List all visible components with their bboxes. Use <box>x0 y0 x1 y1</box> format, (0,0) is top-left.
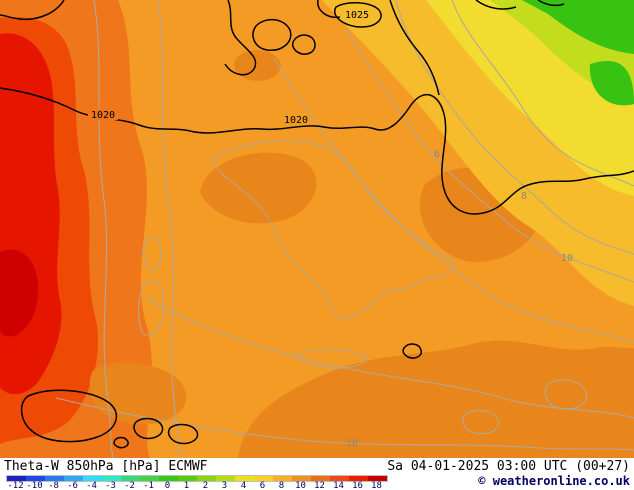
weather-map: 6 8 10 10 1025 1020 1020 <box>0 0 634 458</box>
pressure-label: 1020 <box>91 110 115 121</box>
pressure-contours <box>0 0 634 449</box>
isobar-loop <box>252 18 292 51</box>
color-region-dark-orange-bottomleft <box>89 363 187 425</box>
colorbar-segment <box>64 476 83 481</box>
colorbar-segment <box>216 476 235 481</box>
isobar-topleft <box>0 0 65 21</box>
thetaw-contour <box>345 27 634 283</box>
thetaw-contour <box>157 0 182 458</box>
thetaw-contour <box>55 397 634 451</box>
colorbar-ticks: -12 -10 -8 -6 -4 -3 -2 -1 0 1 2 3 4 6 8 10 12 14 16 18 <box>6 482 388 490</box>
colorbar-segment <box>26 476 45 481</box>
colorbar-segment <box>292 476 311 481</box>
colorbar-tick: -2 <box>124 481 135 490</box>
isobar-bottomleft-loop <box>167 423 199 445</box>
colorbar-tick: 10 <box>295 481 306 490</box>
color-region-dark-orange-center <box>200 152 317 224</box>
colorbar-segment <box>235 476 254 481</box>
colorbar-tick: 3 <box>221 481 228 490</box>
thetaw-label: 10 <box>346 438 358 449</box>
colorbar-segment <box>121 476 140 481</box>
colorbar-segment <box>102 476 121 481</box>
colorbar-tick: 4 <box>240 481 247 490</box>
colorbar-segment <box>368 476 387 481</box>
thetaw-label: 6 <box>434 149 440 160</box>
thetaw-contour-loop <box>462 410 499 435</box>
colorbar-tick: 2 <box>202 481 209 490</box>
colorbar-tick: 8 <box>278 481 285 490</box>
colorbar-tick: -3 <box>105 481 116 490</box>
color-region-green <box>522 0 634 54</box>
color-region-dark-red <box>0 249 39 337</box>
colorbar-segment <box>178 476 197 481</box>
colorbar: -12 -10 -8 -6 -4 -3 -2 -1 0 1 2 3 4 6 8 10 12 14 16 18 <box>6 475 388 490</box>
isobar-right-branch <box>389 0 440 96</box>
isobar-topright-arc <box>537 0 565 7</box>
colorbar-segment <box>273 476 292 481</box>
copyright: © weatheronline.co.uk <box>478 474 630 488</box>
coastline-sicily <box>293 348 369 369</box>
isobar-bottomleft-loop <box>133 417 164 440</box>
color-region-red <box>0 33 62 395</box>
pressure-label-halo <box>88 109 118 120</box>
color-region-green-patch <box>589 60 634 106</box>
isobar-topright-arc <box>475 0 517 10</box>
colorbar-segment <box>349 476 368 481</box>
colorbar-tick: 14 <box>333 481 344 490</box>
colorbar-tick: -1 <box>143 481 154 490</box>
isobar-1025-loop <box>333 2 382 28</box>
isobar-squiggle <box>224 0 257 76</box>
colorbar-segment <box>311 476 330 481</box>
colorbar-segment <box>45 476 64 481</box>
colorbar-tick: -6 <box>67 481 78 490</box>
color-region-dark-orange-bottom <box>238 340 634 458</box>
isobar-loop <box>291 34 316 55</box>
colorbar-tick: 6 <box>259 481 266 490</box>
colorbar-tick: 1 <box>183 481 190 490</box>
colorbar-tick: -4 <box>86 481 97 490</box>
colorbar-tick: 12 <box>314 481 325 490</box>
thetaw-label: 10 <box>561 253 573 264</box>
colorbar-segment <box>159 476 178 481</box>
pressure-label: 1025 <box>345 10 369 21</box>
colorbar-segment <box>7 476 26 481</box>
thetaw-contour <box>395 0 634 255</box>
pressure-label-halo <box>342 9 372 20</box>
coastline-corsica <box>143 236 162 271</box>
colorbar-segment <box>254 476 273 481</box>
thetaw-contour-loop <box>544 379 588 410</box>
colorbar-tick: 18 <box>371 481 382 490</box>
isobar-main <box>0 87 634 215</box>
pressure-label-halo <box>281 114 311 125</box>
color-region-dark-orange-top <box>233 50 281 81</box>
colorbar-segment <box>83 476 102 481</box>
thetaw-contour <box>273 57 634 343</box>
coastline-sardinia <box>138 280 165 337</box>
map-datetime: Sa 04-01-2025 03:00 UTC (00+27) <box>387 459 630 474</box>
colorbar-segment <box>330 476 349 481</box>
thetaw-contours <box>55 0 634 458</box>
colorbar-tick: -8 <box>48 481 59 490</box>
colorbar-segment <box>197 476 216 481</box>
isobar-bottomleft-loop <box>20 389 118 443</box>
colorbar-tick: 16 <box>352 481 363 490</box>
thetaw-label: 8 <box>521 191 527 202</box>
colorbar-tick: 0 <box>164 481 171 490</box>
colorbar-segments <box>6 475 388 482</box>
colorbar-tick: -10 <box>26 481 43 490</box>
isobar-tiny-loop <box>402 343 423 359</box>
colorbar-tick: -12 <box>7 481 24 490</box>
thetaw-contour <box>93 0 114 458</box>
footer-caption-row: Theta-W 850hPa [hPa] ECMWF Sa 04-01-2025… <box>0 459 634 474</box>
map-title: Theta-W 850hPa [hPa] ECMWF <box>4 459 208 474</box>
isobar-bottomleft-loop <box>113 436 129 449</box>
thetaw-contour <box>451 0 634 187</box>
pressure-label: 1020 <box>284 115 308 126</box>
colorbar-segment <box>140 476 159 481</box>
